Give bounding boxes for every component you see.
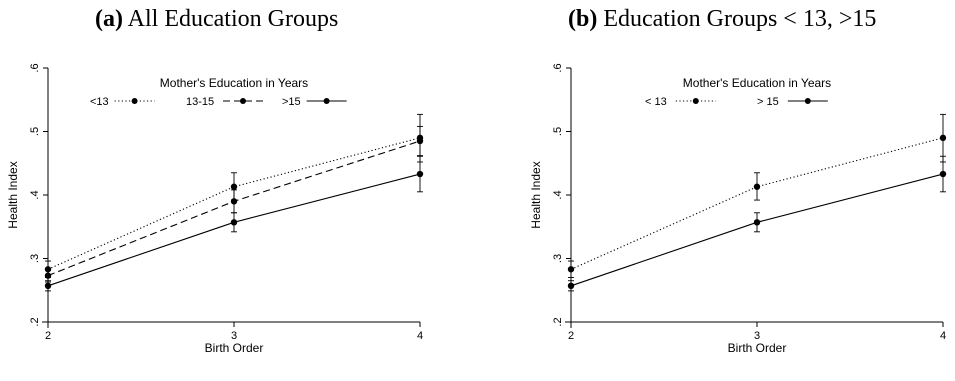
b-y-tick-label: .5 <box>552 127 564 136</box>
a-legend-marker <box>323 98 330 104</box>
a-legend-marker <box>131 98 138 104</box>
b-y-tick-label: .3 <box>552 254 564 263</box>
b-data-point <box>939 170 947 178</box>
b-y-axis-title: Health Index <box>529 161 543 228</box>
a-series-line <box>47 137 421 270</box>
a-y-tick-label: .6 <box>29 63 41 72</box>
a-legend-title: Mother's Education in Years <box>160 76 308 90</box>
a-data-point <box>230 198 238 205</box>
a-legend-marker <box>240 98 246 104</box>
b-data-point <box>567 282 575 290</box>
a-legend-label: 13-15 <box>186 96 214 108</box>
b-legend-label: < 13 <box>645 96 667 108</box>
b-x-tick-label: 2 <box>568 330 574 342</box>
a-y-axis-title: Health Index <box>6 161 20 228</box>
a-y-tick-label: .5 <box>29 127 41 136</box>
a-y-tick-label: .4 <box>29 190 41 199</box>
a-x-tick-label: 3 <box>231 330 237 342</box>
a-x-tick-label: 2 <box>45 330 51 342</box>
b-data-point <box>567 266 575 273</box>
panel-b-title-text: Education Groups < 13, >15 <box>603 6 877 32</box>
a-data-point <box>416 170 424 178</box>
panel-b-letter: (b) <box>568 6 598 32</box>
chart-b: .2 .3 .4 .5 .6 2 3 4 Birth Order Health Index Moth… <box>529 63 947 355</box>
b-y-tick-label: .2 <box>552 317 564 326</box>
panel-a-title-text: All Education Groups <box>127 6 339 32</box>
a-data-point <box>44 282 52 290</box>
panel-b-title: (b) Education Groups < 13, >15 <box>568 6 876 33</box>
a-legend-label: <13 <box>90 96 109 108</box>
b-legend-title: Mother's Education in Years <box>683 76 831 90</box>
a-x-axis-title: Birth Order <box>205 341 264 355</box>
b-y-tick-label: .6 <box>552 63 564 72</box>
a-data-point <box>230 183 238 190</box>
b-series-line <box>570 137 944 270</box>
b-legend-label: > 15 <box>757 96 779 108</box>
b-x-axis-title: Birth Order <box>728 341 787 355</box>
panel-a-letter: (a) <box>95 6 123 32</box>
b-legend-marker <box>804 98 811 104</box>
a-data-point <box>416 137 424 145</box>
a-x-tick-label: 4 <box>417 330 423 342</box>
b-y-tick-label: .4 <box>552 190 564 199</box>
a-data-point <box>230 219 238 226</box>
chart-a: .2 .3 .4 .5 .6 2 3 4 Birth Order Health Index Moth… <box>6 63 424 355</box>
b-data-point <box>753 219 761 226</box>
b-data-point <box>939 134 947 142</box>
b-data-point <box>753 183 761 190</box>
b-legend-marker <box>692 98 699 104</box>
a-y-tick-label: .3 <box>29 254 41 263</box>
a-data-point <box>44 272 52 279</box>
panel-a-title: (a) All Education Groups <box>95 6 338 33</box>
a-y-tick-label: .2 <box>29 317 41 326</box>
b-x-tick-label: 4 <box>940 330 946 342</box>
a-legend-label: >15 <box>282 96 301 108</box>
b-x-tick-label: 3 <box>754 330 760 342</box>
